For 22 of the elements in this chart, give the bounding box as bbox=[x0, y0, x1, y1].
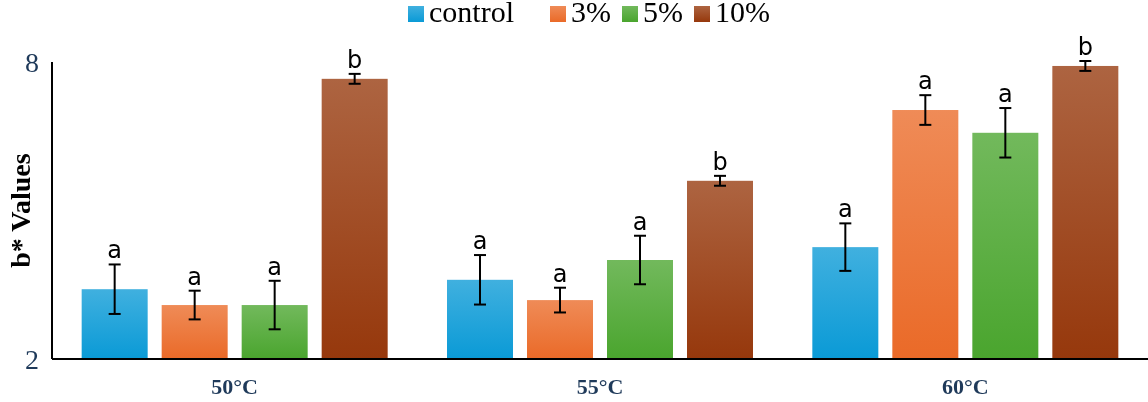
x-tick-label: 55°C bbox=[576, 374, 624, 399]
data-label: b bbox=[1077, 33, 1093, 62]
data-label: a bbox=[837, 195, 853, 224]
legend-label: 10% bbox=[715, 0, 770, 28]
legend-label: control bbox=[429, 0, 514, 28]
data-label: a bbox=[267, 252, 283, 281]
y-axis-title: b* Values bbox=[5, 153, 36, 268]
data-label: a bbox=[632, 207, 648, 236]
legend-label: 3% bbox=[571, 0, 611, 28]
data-label: a bbox=[552, 259, 568, 288]
data-label: a bbox=[187, 262, 203, 291]
data-label: a bbox=[917, 67, 933, 96]
data-label: b bbox=[712, 147, 728, 176]
data-label: a bbox=[472, 227, 488, 256]
x-tick-label: 60°C bbox=[941, 374, 989, 399]
y-tick-label: 2 bbox=[25, 343, 39, 375]
data-label: a bbox=[997, 80, 1013, 109]
data-label: b bbox=[347, 45, 363, 74]
x-tick-label: 50°C bbox=[211, 374, 259, 399]
y-tick-label: 8 bbox=[25, 46, 39, 78]
legend-label: 5% bbox=[643, 0, 683, 28]
data-label: a bbox=[107, 236, 123, 265]
